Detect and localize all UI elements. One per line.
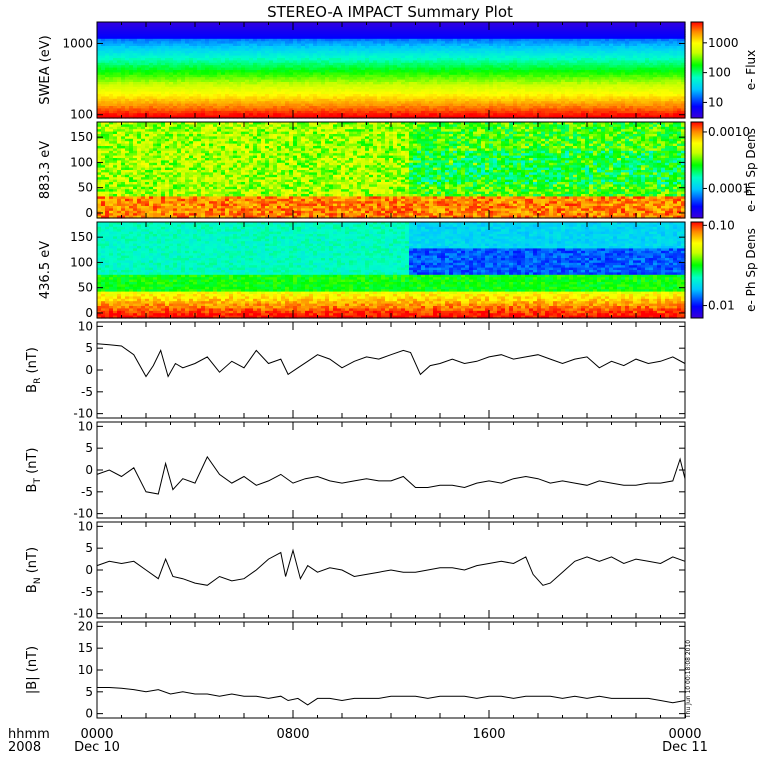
y-tick-label: 1000 bbox=[62, 36, 93, 50]
y-tick-label: 5 bbox=[85, 441, 93, 455]
y-tick-label: -5 bbox=[81, 485, 93, 499]
y-tick-label: 5 bbox=[85, 341, 93, 355]
colorbar-tick-label: 0.10 bbox=[708, 218, 735, 232]
colorbar-tick-label: 0.0010 bbox=[708, 125, 750, 139]
y-tick-label: -5 bbox=[81, 385, 93, 399]
y-tick-label: 100 bbox=[70, 108, 93, 122]
colorbar-tick-label: 10 bbox=[708, 95, 723, 109]
y-tick-label: 5 bbox=[85, 685, 93, 699]
series-line-BN bbox=[96, 548, 686, 586]
y-axis-label-swea: SWEA (eV) bbox=[38, 35, 53, 104]
x-tick-label: 0000 bbox=[80, 727, 113, 742]
series-line-BT bbox=[96, 455, 686, 495]
plot-title: STEREO-A IMPACT Summary Plot bbox=[267, 3, 513, 21]
frame-BR bbox=[96, 321, 686, 419]
x-tick-label: 0000 bbox=[668, 727, 701, 742]
panel-pad436: 0.01 0.10 e- Ph Sp Dens 0 50 100 150 436.5 eV bbox=[38, 218, 758, 320]
x-tick-date: Dec 10 bbox=[74, 740, 120, 755]
colorbar-label: e- Flux bbox=[744, 50, 758, 90]
colorbar-pad436: 0.01 0.10 e- Ph Sp Dens bbox=[690, 218, 758, 319]
panel-BN: -10 -5 0 5 10 BN (nT) bbox=[25, 519, 686, 621]
y-tick-label: 0 bbox=[85, 363, 93, 377]
panel-BR: -10 -5 0 5 10 BR (nT) bbox=[25, 319, 686, 421]
y-tick-label: 150 bbox=[70, 230, 93, 244]
y-tick-label: 100 bbox=[70, 155, 93, 169]
frame-B bbox=[96, 621, 686, 719]
colorbar-tick-label: 0.01 bbox=[708, 299, 735, 313]
x-tick-label: 0800 bbox=[276, 727, 309, 742]
y-tick-label: 10 bbox=[78, 319, 93, 333]
y-tick-label: 20 bbox=[78, 619, 93, 633]
timestamp-stamp: Thu Jun 10 00:18:08 2010 bbox=[685, 640, 692, 719]
heatmap-pad436 bbox=[97, 222, 686, 319]
y-tick-label: 0 bbox=[85, 707, 93, 721]
y-tick-label: 10 bbox=[78, 419, 93, 433]
x-tick-date: Dec 11 bbox=[662, 740, 708, 755]
y-tick-label: 100 bbox=[70, 255, 93, 269]
y-tick-label: 0 bbox=[85, 306, 93, 320]
y-tick-label: 10 bbox=[78, 519, 93, 533]
colorbar-tick-label: 100 bbox=[708, 66, 731, 80]
y-tick-label: 150 bbox=[70, 130, 93, 144]
y-axis-label-B: |B| (nT) bbox=[25, 646, 40, 694]
y-tick-label: 10 bbox=[78, 663, 93, 677]
colorbar-tick-label: 0.0001 bbox=[708, 181, 750, 195]
series-line-BR bbox=[96, 343, 686, 378]
colorbar-label: e- Ph Sp Dens bbox=[744, 228, 758, 312]
panel-swea: 10 100 1000 e- Flux 100 1000 SWEA (eV) bbox=[38, 21, 758, 122]
time-corner-label-hhmm: hhmm bbox=[8, 727, 50, 742]
panel-B: 0 5 10 15 20 |B| (nT) bbox=[25, 619, 686, 721]
panel-BT: -10 -5 0 5 10 BT (nT) bbox=[25, 419, 686, 521]
y-tick-label: 0 bbox=[85, 463, 93, 477]
y-tick-label: 5 bbox=[85, 541, 93, 555]
y-tick-label: 50 bbox=[78, 181, 93, 195]
y-tick-label: 0 bbox=[85, 206, 93, 220]
y-tick-label: 50 bbox=[78, 281, 93, 295]
heatmap-pad883 bbox=[97, 122, 686, 219]
y-axis-label-pad883: 883.3 eV bbox=[38, 141, 53, 199]
colorbar-tick-label: 1000 bbox=[708, 36, 739, 50]
y-axis-label-BN: BN (nT) bbox=[25, 547, 43, 593]
heatmap-swea bbox=[97, 22, 686, 119]
y-axis-label-BT: BT (nT) bbox=[25, 448, 43, 493]
x-tick-label: 1600 bbox=[472, 727, 505, 742]
y-axis-label-pad436: 436.5 eV bbox=[38, 241, 53, 299]
colorbar-label: e- Ph Sp Dens bbox=[744, 128, 758, 212]
y-tick-label: -5 bbox=[81, 585, 93, 599]
y-tick-label: -10 bbox=[73, 607, 93, 621]
y-tick-label: -10 bbox=[73, 407, 93, 421]
time-corner-label-year: 2008 bbox=[8, 740, 41, 755]
y-tick-label: 0 bbox=[85, 563, 93, 577]
y-tick-label: -10 bbox=[73, 507, 93, 521]
frame-BT bbox=[96, 421, 686, 519]
y-axis-label-BR: BR (nT) bbox=[25, 347, 43, 393]
series-line-B bbox=[97, 687, 686, 706]
y-tick-label: 15 bbox=[78, 641, 93, 655]
colorbar-swea: 10 100 1000 e- Flux bbox=[690, 21, 758, 119]
